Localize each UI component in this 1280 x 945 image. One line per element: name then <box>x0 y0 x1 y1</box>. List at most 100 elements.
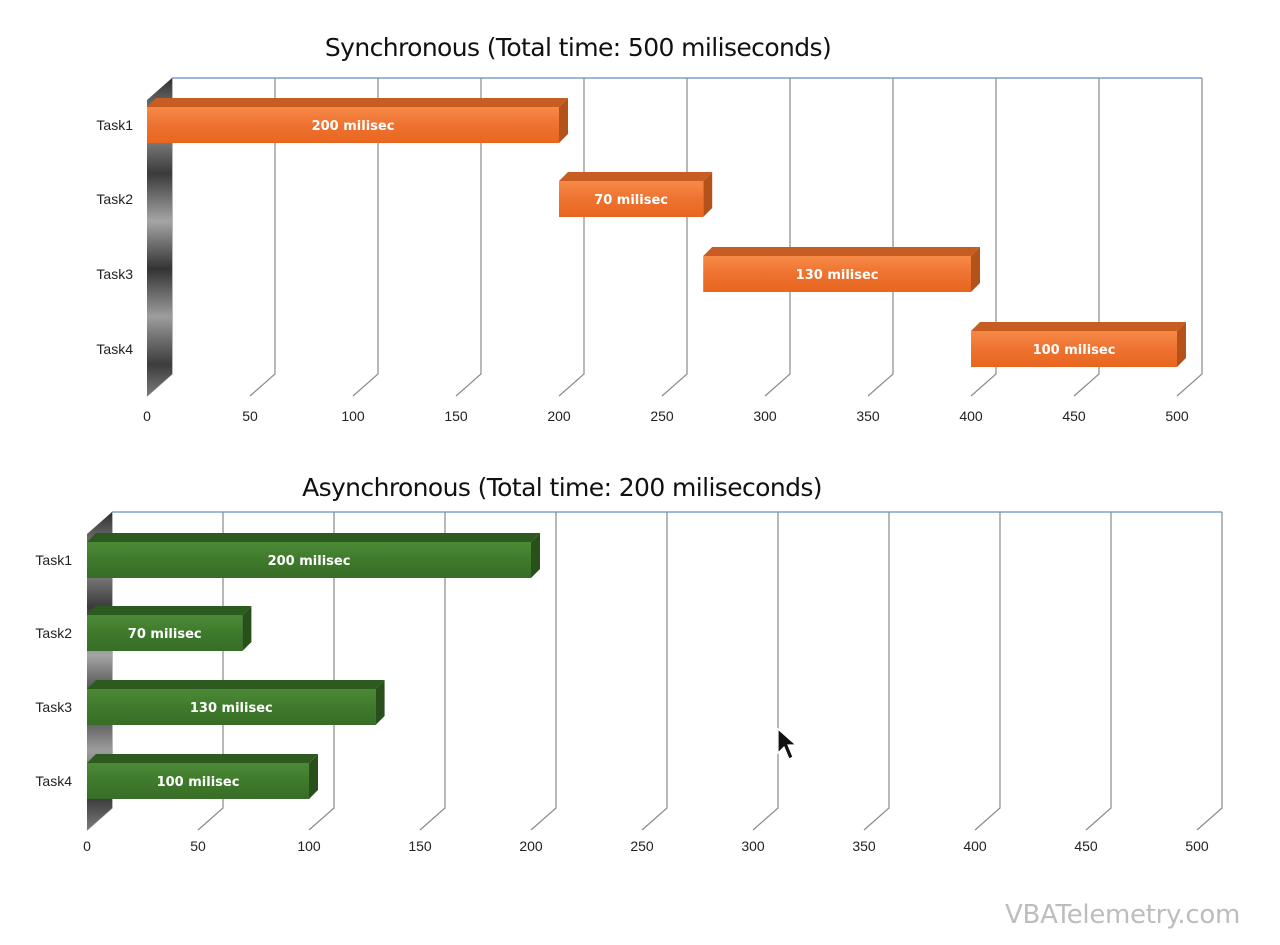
bar-front-face <box>559 181 704 217</box>
bar-side-face <box>703 172 713 217</box>
category-label: Task4 <box>96 341 133 357</box>
gridline <box>1073 78 1100 397</box>
bar: 200 milisec <box>147 98 568 143</box>
gridline <box>455 78 482 397</box>
bar-front-face <box>87 689 376 725</box>
x-tick-label: 0 <box>83 838 91 854</box>
bar-side-face <box>242 606 252 651</box>
category-label: Task3 <box>35 699 72 715</box>
bar-top-face <box>87 680 385 689</box>
bar: 70 milisec <box>559 172 713 217</box>
chart-title: Synchronous (Total time: 500 miliseconds… <box>325 33 831 62</box>
bar: 100 milisec <box>971 322 1186 367</box>
x-tick-label: 150 <box>444 408 468 424</box>
bar-data-label: 130 milisec <box>190 701 273 716</box>
bar-front-face <box>87 542 531 578</box>
bar-top-face <box>971 322 1186 331</box>
x-tick-label: 450 <box>1062 408 1086 424</box>
x-tick-label: 350 <box>852 838 876 854</box>
bar-data-label: 70 milisec <box>128 627 202 642</box>
bar: 130 milisec <box>87 680 385 725</box>
x-tick-label: 500 <box>1165 408 1189 424</box>
x-tick-label: 200 <box>519 838 543 854</box>
bar-front-face <box>87 615 243 651</box>
side-wall <box>147 78 172 396</box>
bar: 100 milisec <box>87 754 318 799</box>
bar-data-label: 200 milisec <box>312 119 395 134</box>
bar-side-face <box>309 754 318 799</box>
bar-front-face <box>703 256 971 292</box>
bar: 130 milisec <box>703 247 980 292</box>
bar-data-label: 100 milisec <box>1033 343 1116 358</box>
gridline <box>352 78 379 397</box>
labels: 0 50 100 150 200 250 300 350 400 450 500 Task1 Task2… <box>96 117 1188 424</box>
bar-data-label: 200 milisec <box>268 554 351 569</box>
bar-side-face <box>1177 322 1186 367</box>
x-tick-label: 300 <box>741 838 765 854</box>
x-tick-label: 0 <box>143 408 151 424</box>
bar-top-face <box>87 533 540 542</box>
gridline <box>863 512 890 831</box>
bar-top-face <box>703 247 980 256</box>
bar-front-face <box>147 107 559 143</box>
gridline <box>530 512 557 831</box>
gridline <box>419 512 446 831</box>
bar-data-label: 100 milisec <box>157 775 240 790</box>
chart-title: Asynchronous (Total time: 200 milisecond… <box>302 473 822 502</box>
bars: 200 milisec 70 milisec 130 milisec 100 mili… <box>147 98 1186 367</box>
gridline <box>867 78 894 397</box>
x-tick-label: 100 <box>297 838 321 854</box>
category-label: Task4 <box>35 773 72 789</box>
bar: 200 milisec <box>87 533 540 578</box>
bar-data-label: 70 milisec <box>594 193 668 208</box>
category-label: Task2 <box>96 191 133 207</box>
bar-data-label: 130 milisec <box>796 268 879 283</box>
gridline <box>641 512 668 831</box>
x-tick-label: 400 <box>963 838 987 854</box>
x-tick-label: 50 <box>190 838 206 854</box>
gridline <box>1176 78 1203 397</box>
bars: 200 milisec 70 milisec 130 milisec 100 mili… <box>87 533 540 799</box>
x-tick-label: 250 <box>630 838 654 854</box>
labels: 0 50 100 150 200 250 300 350 400 450 500 Task1 Task2… <box>35 552 1208 854</box>
x-tick-label: 400 <box>959 408 983 424</box>
axis-wall <box>147 78 172 396</box>
gridline <box>1196 512 1223 831</box>
bar-side-face <box>971 247 980 292</box>
bar-top-face <box>87 754 318 763</box>
gridline <box>764 78 791 397</box>
x-tick-label: 250 <box>650 408 674 424</box>
category-label: Task1 <box>35 552 72 568</box>
arrow-cursor-icon <box>777 727 798 760</box>
bar-side-face <box>559 98 568 143</box>
x-tick-label: 300 <box>753 408 777 424</box>
x-tick-label: 500 <box>1185 838 1209 854</box>
bar-front-face <box>87 763 309 799</box>
bar-front-face <box>971 331 1177 367</box>
x-tick-label: 450 <box>1074 838 1098 854</box>
gridline <box>308 512 335 831</box>
synchronous-chart: Synchronous (Total time: 500 miliseconds… <box>96 33 1203 424</box>
gridline <box>661 78 688 397</box>
x-tick-label: 350 <box>856 408 880 424</box>
asynchronous-chart: Asynchronous (Total time: 200 milisecond… <box>35 473 1223 854</box>
side-wall <box>87 512 112 830</box>
x-tick-label: 150 <box>408 838 432 854</box>
bar-top-face <box>87 606 252 615</box>
gridline <box>752 512 779 831</box>
bar-top-face <box>147 98 568 107</box>
bar-side-face <box>531 533 540 578</box>
gridline <box>974 512 1001 831</box>
watermark: VBATelemetry.com <box>1005 900 1240 930</box>
x-tick-label: 100 <box>341 408 365 424</box>
bar-top-face <box>559 172 713 181</box>
bar-side-face <box>375 680 385 725</box>
gridline <box>1085 512 1112 831</box>
x-tick-label: 200 <box>547 408 571 424</box>
x-tick-label: 50 <box>242 408 258 424</box>
gridline <box>970 78 997 397</box>
category-label: Task2 <box>35 625 72 641</box>
gridline <box>249 78 276 397</box>
category-label: Task1 <box>96 117 133 133</box>
